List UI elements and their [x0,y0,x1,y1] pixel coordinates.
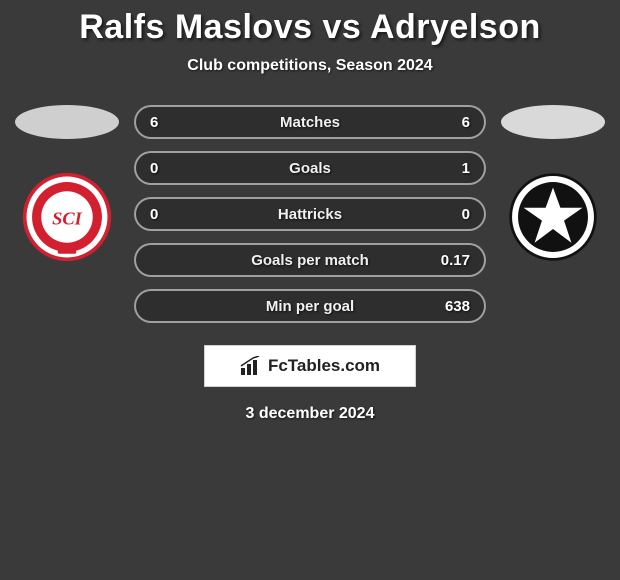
stat-right-value: 0.17 [430,252,470,269]
right-player-column [498,105,608,263]
brand-attribution[interactable]: FcTables.com [204,345,416,387]
stat-row-goals-per-match: Goals per match 0.17 [134,243,486,277]
stat-left-value: 0 [150,206,190,223]
stat-left-value: 6 [150,114,190,131]
svg-text:SCI: SCI [52,208,82,228]
stat-right-value: 6 [430,114,470,131]
stat-row-matches: 6 Matches 6 [134,105,486,139]
stat-right-value: 1 [430,160,470,177]
content-row: SCI 6 Matches 6 0 Goals 1 0 Hattricks 0 [0,105,620,323]
page-subtitle: Club competitions, Season 2024 [0,57,620,75]
left-player-photo [15,105,119,139]
footer-date: 3 december 2024 [0,405,620,423]
right-club-badge-icon [507,171,599,263]
page-title: Ralfs Maslovs vs Adryelson [0,8,620,47]
stat-left-value: 0 [150,160,190,177]
stat-row-goals: 0 Goals 1 [134,151,486,185]
stat-row-min-per-goal: Min per goal 638 [134,289,486,323]
left-player-column: SCI [12,105,122,263]
bar-chart-icon [240,356,262,376]
stat-right-value: 0 [430,206,470,223]
stat-right-value: 638 [430,298,470,315]
stats-list: 6 Matches 6 0 Goals 1 0 Hattricks 0 Goal… [134,105,486,323]
right-player-photo [501,105,605,139]
brand-text: FcTables.com [268,356,380,376]
stat-row-hattricks: 0 Hattricks 0 [134,197,486,231]
left-club-badge-icon: SCI [21,171,113,263]
comparison-card: Ralfs Maslovs vs Adryelson Club competit… [0,0,620,423]
